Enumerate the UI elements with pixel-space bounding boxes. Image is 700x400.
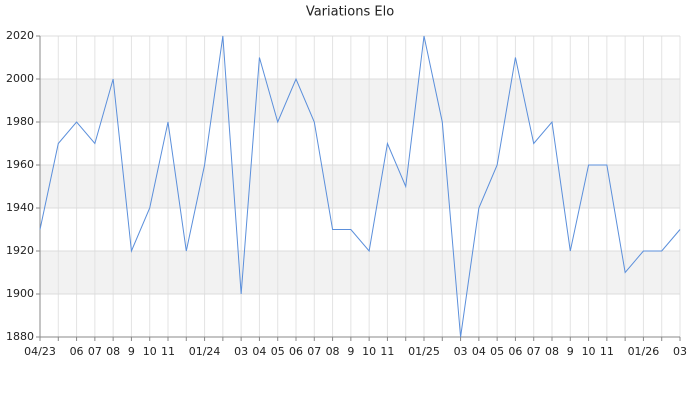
x-tick-label: 07 [88, 345, 102, 358]
grid-band [40, 251, 680, 294]
x-tick-label: 9 [347, 345, 354, 358]
x-tick-label: 01/26 [628, 345, 660, 358]
grid-band [40, 165, 680, 208]
x-tick-label: 10 [362, 345, 376, 358]
x-tick-label: 04/23 [24, 345, 56, 358]
grid-band [40, 79, 680, 122]
x-tick-label: 06 [508, 345, 522, 358]
x-tick-label: 07 [307, 345, 321, 358]
y-tick-label: 1880 [6, 330, 34, 343]
x-tick-label: 01/25 [408, 345, 440, 358]
x-tick-label: 11 [600, 345, 614, 358]
x-tick-label: 03 [673, 345, 687, 358]
x-tick-label: 04 [252, 345, 266, 358]
x-tick-label: 9 [128, 345, 135, 358]
x-tick-label: 08 [106, 345, 120, 358]
x-tick-label: 08 [545, 345, 559, 358]
x-tick-label: 04 [472, 345, 486, 358]
y-tick-label: 2020 [6, 29, 34, 42]
x-tick-label: 06 [70, 345, 84, 358]
y-tick-label: 1940 [6, 201, 34, 214]
chart-title: Variations Elo [306, 5, 394, 20]
y-tick-label: 1900 [6, 287, 34, 300]
x-tick-label: 05 [490, 345, 504, 358]
line [39, 35, 681, 338]
x-tick-label: 9 [567, 345, 574, 358]
x-tick-label: 11 [380, 345, 394, 358]
x-tick-label: 01/24 [189, 345, 221, 358]
y-tick-label: 1920 [6, 244, 34, 257]
y-tick-label: 1960 [6, 158, 34, 171]
x-tick-label: 10 [143, 345, 157, 358]
x-tick-label: 06 [289, 345, 303, 358]
x-tick-label: 05 [271, 345, 285, 358]
x-tick-label: 08 [326, 345, 340, 358]
x-tick-label: 03 [234, 345, 248, 358]
x-tick-label: 07 [527, 345, 541, 358]
x-tick-label: 11 [161, 345, 175, 358]
y-tick-label: 2000 [6, 72, 34, 85]
x-tick-label: 10 [582, 345, 596, 358]
y-tick-label: 1980 [6, 115, 34, 128]
x-tick-label: 03 [454, 345, 468, 358]
